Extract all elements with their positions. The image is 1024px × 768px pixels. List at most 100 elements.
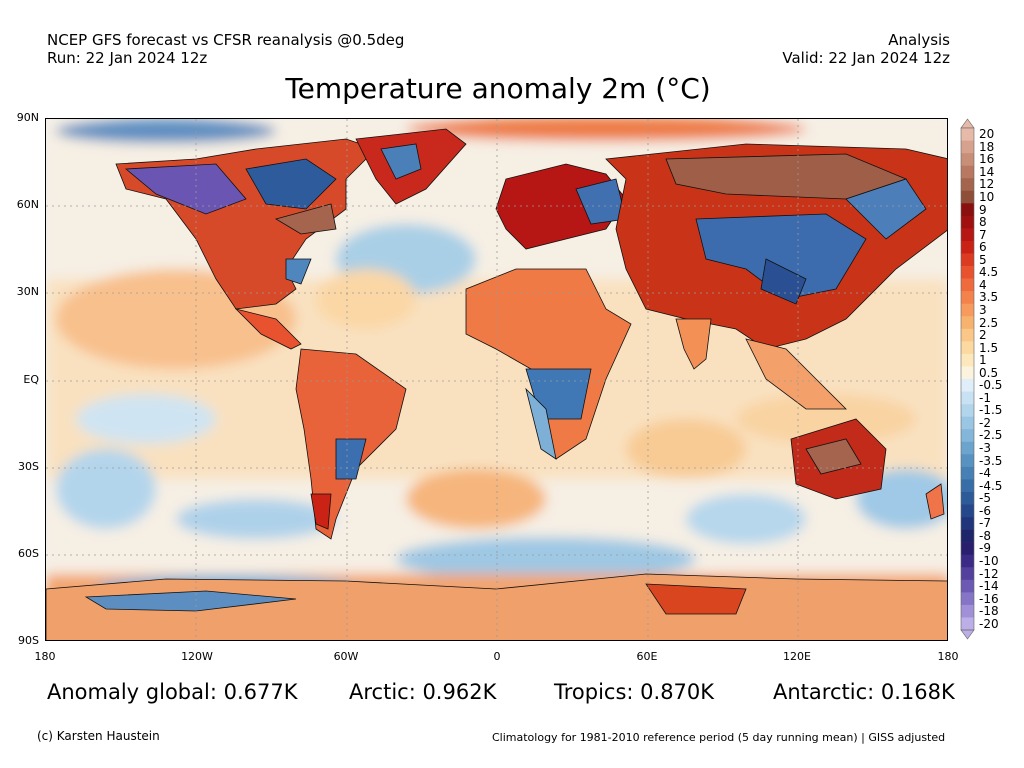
valid-time: Valid: 22 Jan 2024 12z <box>782 49 950 67</box>
colorbar-swatch <box>961 353 974 367</box>
new-zealand <box>925 483 945 520</box>
colorbar-tick-label: -14 <box>979 579 999 594</box>
lon-label: 180 <box>937 650 959 663</box>
colorbar-tick-label: 8 <box>979 215 987 230</box>
colorbar-swatch <box>961 316 974 330</box>
colorbar-swatch <box>961 303 974 317</box>
colorbar-tick-label: -16 <box>979 591 999 606</box>
colorbar-swatch <box>961 203 974 217</box>
colorbar-tick-label: -20 <box>979 616 999 631</box>
colorbar-swatch <box>961 416 974 430</box>
colorbar-swatch <box>961 554 974 568</box>
colorbar-swatch <box>961 441 974 455</box>
colorbar-swatch <box>961 542 974 555</box>
graticule <box>46 119 947 640</box>
lon-label: 120E <box>783 650 811 663</box>
colorbar-tick-label: -12 <box>979 566 999 581</box>
colorbar-tick-label: -4 <box>979 466 991 481</box>
colorbar-tick-label: -1 <box>979 390 991 405</box>
map-canvas <box>46 119 947 640</box>
colorbar-tick-label: 4.5 <box>979 265 999 280</box>
colorbar-swatch <box>961 429 974 443</box>
colorbar-swatch <box>961 391 974 405</box>
colorbar-swatch <box>961 140 974 154</box>
lat-label: 90N <box>16 111 39 124</box>
colorbar-swatch <box>961 165 974 179</box>
colorbar-swatch <box>961 454 974 468</box>
lat-label: 60N <box>16 198 39 211</box>
colorbar-tick-label: 3.5 <box>979 290 999 305</box>
central-america <box>234 308 302 350</box>
continents <box>46 128 947 640</box>
colorbar-tick-label: -3.5 <box>979 453 1003 468</box>
lat-label: 60S <box>18 547 39 560</box>
tropics-anomaly: Tropics: 0.870K <box>554 680 715 704</box>
colorbar-swatch <box>961 178 974 192</box>
colorbar-tick-label: -5 <box>979 491 991 506</box>
colorbar-swatch <box>961 592 974 606</box>
colorbar-max-arrow <box>960 118 975 129</box>
colorbar-tick-label: -18 <box>979 604 999 619</box>
colorbar-swatch <box>961 253 974 267</box>
colorbar-swatch <box>961 579 974 593</box>
colorbar-tick-label: -2 <box>979 415 991 430</box>
colorbar-tick-label: 2 <box>979 328 987 343</box>
colorbar-swatch <box>961 128 974 141</box>
colorbar-swatch <box>961 366 974 380</box>
colorbar-tick-label: 7 <box>979 227 987 242</box>
colorbar-swatch <box>961 215 974 229</box>
se-asia <box>745 338 847 410</box>
colorbar-tick-label: -4.5 <box>979 478 1003 493</box>
lat-label: 90S <box>18 634 39 647</box>
colorbar-swatch <box>961 404 974 417</box>
colorbar-swatch <box>961 466 974 480</box>
colorbar-swatch <box>961 479 974 493</box>
colorbar-tick-label: -2.5 <box>979 428 1003 443</box>
colorbar-swatch <box>961 379 974 392</box>
colorbar-tick-label: 14 <box>979 164 995 179</box>
lon-label: 0 <box>493 650 501 663</box>
lon-label: 180 <box>34 650 56 663</box>
colorbar-tick-label: -10 <box>979 553 999 568</box>
colorbar-tick-label: 10 <box>979 190 995 205</box>
colorbar-tick-label: 1.5 <box>979 340 999 355</box>
colorbar-frame <box>960 127 975 631</box>
colorbar-swatch <box>961 328 974 342</box>
africa <box>465 268 632 460</box>
colorbar-swatch <box>961 504 974 518</box>
colorbar-tick-label: 5 <box>979 252 987 267</box>
colorbar-swatch <box>961 278 974 292</box>
colorbar-tick-label: 2.5 <box>979 315 999 330</box>
colorbar <box>960 118 975 640</box>
colorbar-tick-label: -3 <box>979 441 991 456</box>
analysis-label: Analysis <box>888 31 950 49</box>
colorbar-tick-label: 16 <box>979 152 995 167</box>
colorbar-swatch <box>961 153 974 166</box>
header-right: Analysis Valid: 22 Jan 2024 12z <box>782 31 950 67</box>
india <box>675 318 712 370</box>
colorbar-swatch <box>961 517 974 530</box>
run-time: Run: 22 Jan 2024 12z <box>47 49 208 67</box>
colorbar-swatch <box>961 190 974 204</box>
colorbar-swatch <box>961 617 974 631</box>
lat-label: EQ <box>23 373 39 386</box>
colorbar-tick-label: 9 <box>979 202 987 217</box>
colorbar-swatch <box>961 529 974 543</box>
antarctic-anomaly: Antarctic: 0.168K <box>773 680 955 704</box>
lon-label: 120W <box>181 650 213 663</box>
colorbar-swatch <box>961 266 974 279</box>
colorbar-tick-label: -7 <box>979 516 991 531</box>
colorbar-tick-label: 12 <box>979 177 995 192</box>
colorbar-tick-label: 4 <box>979 277 987 292</box>
colorbar-tick-label: -6 <box>979 503 991 518</box>
copyright: (c) Karsten Haustein <box>37 729 160 743</box>
colorbar-swatch <box>961 240 974 254</box>
colorbar-swatch <box>961 491 974 505</box>
colorbar-min-arrow <box>960 629 975 640</box>
colorbar-swatch <box>961 291 974 304</box>
arctic-anomaly: Arctic: 0.962K <box>349 680 497 704</box>
colorbar-tick-label: -8 <box>979 528 991 543</box>
colorbar-tick-label: -0.5 <box>979 378 1003 393</box>
colorbar-tick-label: 3 <box>979 302 987 317</box>
colorbar-tick-label: -1.5 <box>979 403 1003 418</box>
